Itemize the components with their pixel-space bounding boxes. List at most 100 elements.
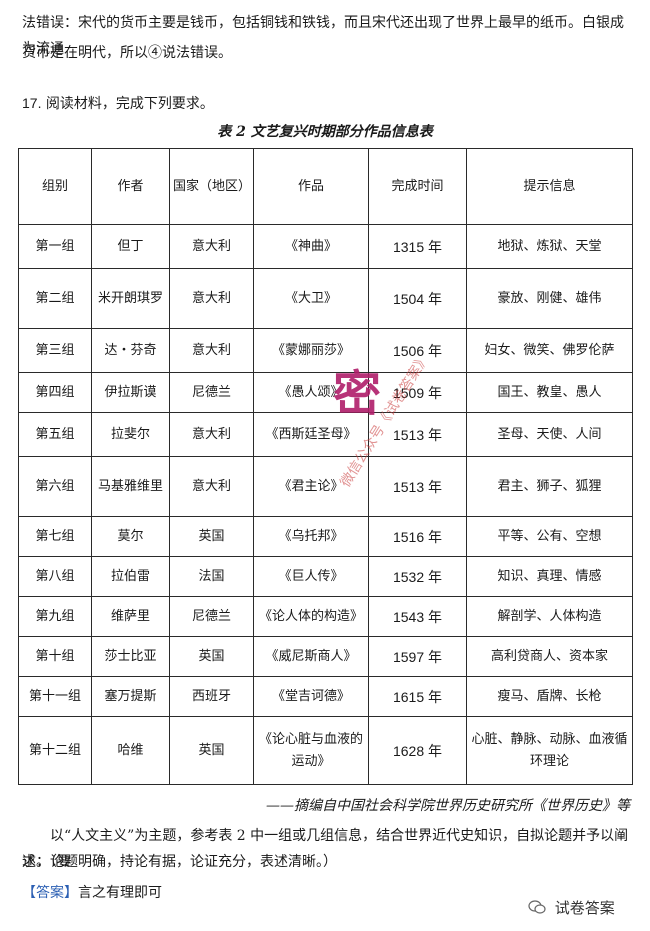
- cell-year: 1615 年: [368, 676, 467, 717]
- cell-year: 1628 年: [368, 716, 467, 785]
- cell-group: 第三组: [18, 328, 92, 373]
- cell-hint: 国王、教皇、愚人: [466, 372, 633, 413]
- table-header-row: 组别 作者 国家（地区） 作品 完成时间 提示信息: [18, 148, 633, 225]
- answer-label: 【答案】: [22, 885, 78, 901]
- header-group: 组别: [18, 148, 92, 225]
- table-row: 第五组 拉斐尔 意大利 《西斯廷圣母》 1513 年圣母、天使、人间: [18, 412, 633, 457]
- cell-group: 第五组: [18, 412, 92, 457]
- cell-hint: 圣母、天使、人间: [466, 412, 633, 457]
- cell-work: 《愚人颂》: [253, 372, 369, 413]
- wechat-badge: 试卷答案: [528, 897, 615, 918]
- cell-work: 《论心脏与血液的运动》: [253, 716, 369, 785]
- wechat-icon: [528, 899, 551, 917]
- cell-country: 意大利: [169, 456, 254, 517]
- cell-country: 意大利: [169, 412, 254, 457]
- answer: 【答案】言之有理即可: [22, 880, 632, 906]
- cell-author: 哈维: [91, 716, 170, 785]
- question-number: 17.: [22, 95, 42, 111]
- secret-stamp: 密: [332, 366, 381, 422]
- table-row: 第九组 维萨里 尼德兰 《论人体的构造》 1543 年解剖学、人体构造: [18, 596, 633, 637]
- cell-year: 1315 年: [368, 224, 467, 269]
- cell-author: 达・芬奇: [91, 328, 170, 373]
- cell-hint: 心脏、静脉、动脉、血液循环理论: [466, 716, 633, 785]
- table-row: 第六组 马基雅维里 意大利 《君主论》 1513 年君主、狮子、狐狸: [18, 456, 633, 517]
- header-work: 作品: [253, 148, 369, 225]
- cell-work: 《堂吉诃德》: [253, 676, 369, 717]
- cell-group: 第六组: [18, 456, 92, 517]
- cell-country: 意大利: [169, 268, 254, 329]
- task-line-2: 求：论题明确，持论有据，论证充分，表述清晰。）: [22, 854, 337, 870]
- table-caption: 表 2 文艺复兴时期部分作品信息表: [217, 124, 433, 140]
- cell-author: 马基雅维里: [91, 456, 170, 517]
- cell-hint: 平等、公有、空想: [466, 516, 633, 557]
- table-row: 第八组 拉伯雷 法国 《巨人传》 1532 年知识、真理、情感: [18, 556, 633, 597]
- intro-line-1: 法错误：宋代的货币主要是钱币，包括铜钱和铁钱，而且宋代还出现了世界上最早的纸币。…: [22, 15, 624, 57]
- cell-country: 英国: [169, 516, 254, 557]
- cell-work: 《君主论》: [253, 456, 369, 517]
- cell-author: 米开朗琪罗: [91, 268, 170, 329]
- cell-hint: 君主、狮子、狐狸: [466, 456, 633, 517]
- table-row: 第十组 莎士比亚 英国 《威尼斯商人》 1597 年高利贷商人、资本家: [18, 636, 633, 677]
- cell-work: 《乌托邦》: [253, 516, 369, 557]
- cell-country: 西班牙: [169, 676, 254, 717]
- table-body: 第一组 但丁 意大利 《神曲》 1315 年地狱、炼狱、天堂 第二组 米开朗琪罗 意大利 《大卫…: [18, 224, 633, 785]
- cell-author: 但丁: [91, 224, 170, 269]
- cell-group: 第九组: [18, 596, 92, 637]
- cell-hint: 瘦马、盾牌、长枪: [466, 676, 633, 717]
- header-hint: 提示信息: [466, 148, 633, 225]
- cell-work: 《威尼斯商人》: [253, 636, 369, 677]
- cell-country: 英国: [169, 636, 254, 677]
- question-17: 17. 阅读材料，完成下列要求。: [22, 90, 632, 117]
- cell-work: 《大卫》: [253, 268, 369, 329]
- cell-work: 《巨人传》: [253, 556, 369, 597]
- table-row: 第十二组 哈维 英国 《论心脏与血液的运动》 1628 年心脏、静脉、动脉、血液循环理论: [18, 716, 633, 785]
- table-row: 第四组 伊拉斯谟 尼德兰 《愚人颂》 1509 年国王、教皇、愚人: [18, 372, 633, 413]
- table-row: 第七组 莫尔 英国 《乌托邦》 1516 年平等、公有、空想: [18, 516, 633, 557]
- cell-hint: 妇女、微笑、佛罗伦萨: [466, 328, 633, 373]
- table-row: 第十一组 塞万提斯 西班牙 《堂吉诃德》 1615 年瘦马、盾牌、长枪: [18, 676, 633, 717]
- cell-author: 伊拉斯谟: [91, 372, 170, 413]
- header-author: 作者: [91, 148, 170, 225]
- cell-group: 第八组: [18, 556, 92, 597]
- cell-work: 《论人体的构造》: [253, 596, 369, 637]
- cell-year: 1516 年: [368, 516, 467, 557]
- cell-author: 塞万提斯: [91, 676, 170, 717]
- cell-author: 拉伯雷: [91, 556, 170, 597]
- source-citation: ——摘编自中国社会科学院世界历史研究所《世界历史》等: [266, 798, 630, 814]
- cell-year: 1543 年: [368, 596, 467, 637]
- cell-year: 1532 年: [368, 556, 467, 597]
- answer-text: 言之有理即可: [78, 885, 162, 901]
- cell-author: 维萨里: [91, 596, 170, 637]
- cell-year: 1597 年: [368, 636, 467, 677]
- table-row: 第一组 但丁 意大利 《神曲》 1315 年地狱、炼狱、天堂: [18, 224, 633, 269]
- cell-author: 莎士比亚: [91, 636, 170, 677]
- table-row: 第二组 米开朗琪罗 意大利 《大卫》 1504 年豪放、刚健、雄伟: [18, 268, 633, 329]
- cell-year: 1513 年: [368, 412, 467, 457]
- cell-year: 1504 年: [368, 268, 467, 329]
- cell-author: 莫尔: [91, 516, 170, 557]
- header-country: 国家（地区）: [169, 148, 254, 225]
- cell-work: 《蒙娜丽莎》: [253, 328, 369, 373]
- cell-country: 意大利: [169, 224, 254, 269]
- cell-country: 英国: [169, 716, 254, 785]
- cell-author: 拉斐尔: [91, 412, 170, 457]
- cell-year: 1513 年: [368, 456, 467, 517]
- cell-country: 尼德兰: [169, 596, 254, 637]
- cell-country: 意大利: [169, 328, 254, 373]
- header-year: 完成时间: [368, 148, 467, 225]
- cell-hint: 豪放、刚健、雄伟: [466, 268, 633, 329]
- cell-group: 第十二组: [18, 716, 92, 785]
- works-info-table: 组别 作者 国家（地区） 作品 完成时间 提示信息 第一组 但丁 意大利 《神曲》 13…: [18, 148, 633, 785]
- badge-text: 试卷答案: [554, 899, 615, 917]
- cell-country: 法国: [169, 556, 254, 597]
- cell-hint: 知识、真理、情感: [466, 556, 633, 597]
- cell-work: 《西斯廷圣母》: [253, 412, 369, 457]
- cell-hint: 地狱、炼狱、天堂: [466, 224, 633, 269]
- cell-hint: 高利贷商人、资本家: [466, 636, 633, 677]
- cell-hint: 解剖学、人体构造: [466, 596, 633, 637]
- cell-group: 第七组: [18, 516, 92, 557]
- cell-work: 《神曲》: [253, 224, 369, 269]
- table-row: 第三组 达・芬奇 意大利 《蒙娜丽莎》 1506 年妇女、微笑、佛罗伦萨: [18, 328, 633, 373]
- cell-group: 第一组: [18, 224, 92, 269]
- cell-group: 第二组: [18, 268, 92, 329]
